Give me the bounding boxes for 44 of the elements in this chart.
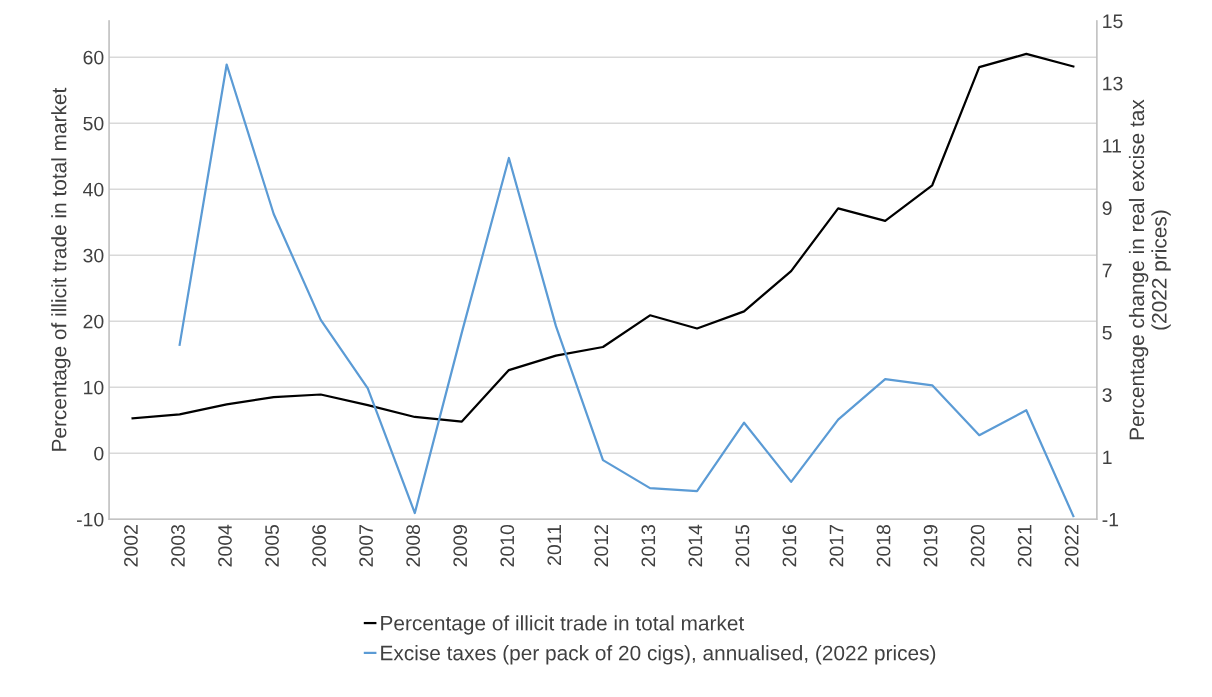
- legend-label: Percentage of illicit trade in total market: [381, 615, 745, 635]
- y-tick-label: 0: [94, 446, 104, 461]
- x-tick-label: 2016: [782, 524, 797, 567]
- y2-tick-label: 15: [1103, 14, 1123, 29]
- x-tick-label: 2004: [218, 524, 232, 567]
- y-tick-label: 50: [83, 116, 104, 131]
- x-tick-label: 2017: [829, 525, 844, 567]
- x-tick-label: 2021: [1017, 525, 1032, 567]
- x-tick-label: 2019: [923, 525, 938, 567]
- x-tick-label: 2005: [265, 524, 279, 567]
- x-tick-label: 2022: [1064, 525, 1079, 567]
- y2-axis-title: Percentage change in real excise tax (2022 prices): [1128, 99, 1171, 440]
- x-tick-label: 2014: [688, 524, 703, 567]
- x-tick-label: 2002: [124, 525, 138, 567]
- x-tick-label: 2020: [970, 524, 985, 567]
- line-series: [131, 52, 1075, 423]
- y2-tick-label: 1: [1103, 450, 1112, 465]
- y2-tick-label: 13: [1103, 76, 1123, 91]
- y-tick-label: 10: [84, 380, 104, 395]
- y-tick-label: 60: [83, 50, 104, 65]
- x-tick-label: 2007: [359, 525, 373, 567]
- y2-tick-label: 11: [1103, 139, 1121, 153]
- y2-tick-label: 5: [1102, 326, 1112, 340]
- y-axis-title: Percentage of illicit trade in total market: [51, 87, 71, 451]
- line-series: [178, 63, 1075, 518]
- y-tick-label: -10: [76, 512, 104, 527]
- y2-tick-label: -1: [1102, 512, 1119, 527]
- y-tick-label: 40: [83, 182, 104, 197]
- x-tick-label: 2006: [312, 524, 326, 567]
- legend-label: Excise taxes (per pack of 20 cigs), annualised, (2022 prices): [381, 645, 936, 665]
- x-tick-label: 2012: [594, 525, 609, 567]
- x-tick-label: 2015: [735, 524, 750, 567]
- x-tick-label: 2013: [641, 524, 656, 567]
- y-tick-label: 20: [83, 314, 104, 329]
- y2-tick-label: 9: [1102, 201, 1112, 216]
- x-tick-label: 2009: [453, 525, 468, 567]
- x-tick-label: 2003: [171, 524, 185, 567]
- y-tick-label: 30: [83, 248, 104, 263]
- x-tick-label: 2010: [500, 524, 515, 567]
- y2-tick-label: 3: [1102, 388, 1112, 402]
- x-tick-label: 2011: [547, 525, 562, 565]
- x-tick-label: 2008: [406, 524, 421, 567]
- x-tick-label: 2018: [876, 524, 891, 567]
- y2-tick-label: 7: [1102, 263, 1112, 278]
